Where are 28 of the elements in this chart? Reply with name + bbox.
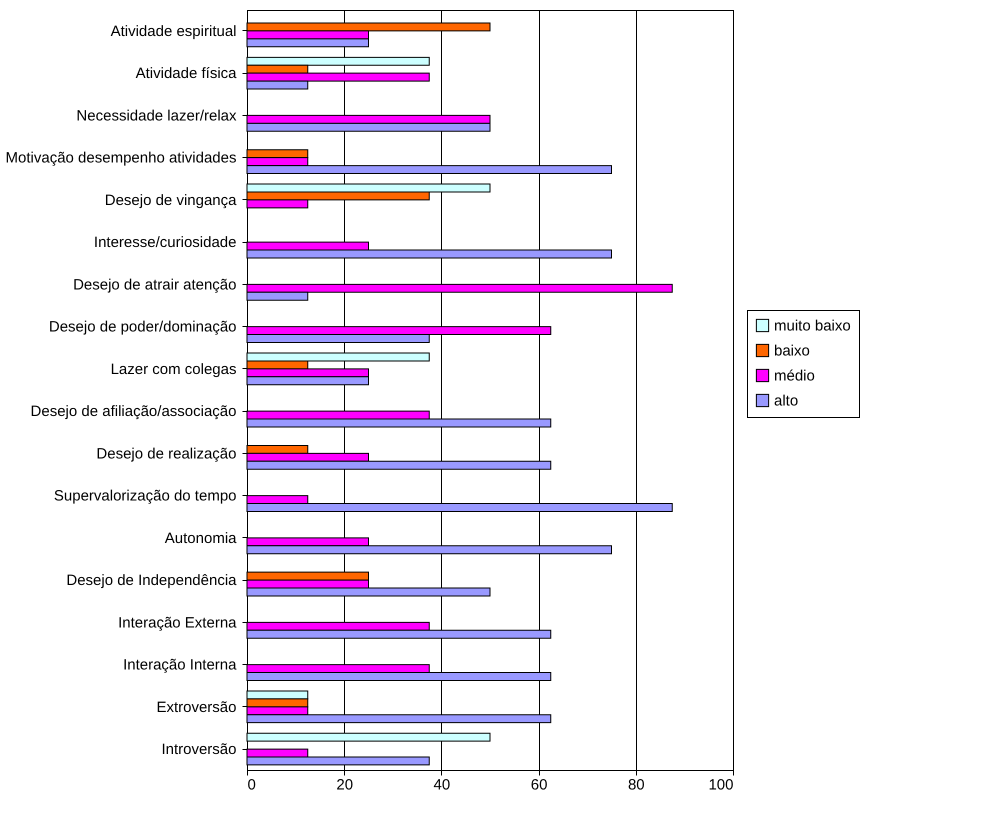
y-tick-label: Supervalorização do tempo bbox=[54, 488, 236, 505]
y-tick-label: Necessidade lazer/relax bbox=[76, 107, 237, 124]
y-tick-label: Interesse/curiosidade bbox=[94, 234, 236, 252]
x-tick-label: 60 bbox=[530, 776, 548, 794]
y-tick-label: Atividade física bbox=[136, 65, 238, 82]
x-tick-label: 100 bbox=[708, 776, 734, 794]
legend-label: baixo bbox=[774, 342, 810, 360]
x-tick-label: 0 bbox=[248, 776, 256, 794]
legend-label: alto bbox=[774, 392, 798, 410]
y-tick-label: Desejo de atrair atenção bbox=[73, 276, 236, 294]
y-tick-label: Interação Interna bbox=[123, 656, 238, 674]
x-tick-label: 20 bbox=[336, 776, 354, 794]
y-tick-label: Desejo de afiliação/associação bbox=[30, 403, 236, 420]
y-tick-label: Desejo de poder/dominação bbox=[48, 318, 236, 336]
x-tick-label: 80 bbox=[628, 776, 645, 794]
y-tick-label: Introversão bbox=[161, 741, 236, 758]
legend-label: médio bbox=[774, 368, 815, 384]
y-tick-label: Desejo de vingança bbox=[104, 192, 238, 209]
y-tick-label: Atividade espiritual bbox=[110, 22, 236, 40]
legend-label: muito baixo bbox=[774, 318, 851, 334]
y-tick-label: Lazer com colegas bbox=[110, 360, 236, 378]
y-tick-label: Desejo de Independência bbox=[66, 572, 238, 590]
y-tick-label: Interação Externa bbox=[118, 614, 238, 632]
y-tick-label: Motivação desempenho atividades bbox=[6, 150, 236, 167]
x-tick-label: 40 bbox=[434, 776, 450, 794]
y-tick-label: Desejo de realização bbox=[96, 445, 236, 462]
y-tick-label: Extroversão bbox=[156, 698, 236, 716]
y-tick-label: Autonomia bbox=[164, 530, 238, 547]
